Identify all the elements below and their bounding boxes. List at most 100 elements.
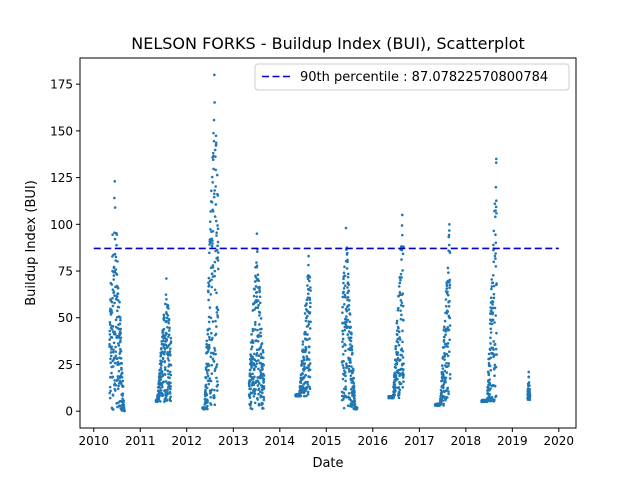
data-point (250, 357, 254, 361)
data-point (402, 362, 405, 365)
data-point (111, 393, 115, 397)
data-point (256, 339, 260, 343)
data-point (203, 407, 207, 411)
data-point (254, 365, 258, 368)
data-point (122, 403, 126, 407)
data-point (448, 373, 452, 376)
data-point (494, 265, 498, 268)
data-point (341, 345, 345, 348)
data-point (255, 232, 259, 235)
data-point (166, 314, 170, 317)
data-point (306, 284, 309, 287)
data-point (114, 268, 118, 271)
data-point (301, 385, 305, 389)
data-point (262, 385, 266, 388)
data-point (114, 255, 118, 259)
data-point (121, 392, 125, 395)
data-point (251, 329, 255, 333)
data-point (309, 301, 312, 305)
data-point (495, 353, 498, 356)
data-point (398, 374, 401, 378)
data-point (395, 333, 399, 337)
data-point (216, 383, 220, 387)
data-point (346, 318, 350, 322)
data-point (299, 394, 303, 398)
data-point (166, 345, 170, 348)
data-point (117, 401, 120, 404)
data-point (343, 302, 346, 306)
data-point (397, 294, 400, 298)
data-point (121, 379, 125, 383)
data-point (119, 347, 122, 351)
data-point (444, 376, 448, 380)
data-point (113, 231, 116, 234)
data-point (215, 173, 219, 177)
data-point (344, 296, 348, 299)
data-point (309, 320, 312, 324)
data-point (258, 289, 261, 292)
data-point (253, 323, 257, 326)
data-point (257, 303, 260, 307)
data-point (216, 194, 220, 197)
data-point (108, 396, 112, 400)
data-point (167, 319, 171, 322)
plot-frame (79, 57, 577, 429)
data-point (342, 359, 345, 363)
data-point (489, 327, 493, 331)
data-point (108, 385, 112, 389)
data-point (159, 353, 163, 357)
data-point (260, 342, 264, 345)
data-point (448, 251, 452, 254)
data-point (446, 266, 450, 270)
data-point (493, 306, 497, 310)
data-point (342, 391, 346, 395)
data-point (206, 404, 209, 408)
data-point (212, 131, 215, 135)
data-point (345, 309, 349, 313)
data-point (446, 354, 450, 358)
data-point (394, 347, 397, 351)
data-point (353, 390, 356, 394)
data-point (210, 244, 214, 248)
data-point (216, 224, 219, 227)
data-point (447, 390, 450, 393)
data-point (397, 326, 400, 330)
data-point (493, 374, 496, 377)
data-point (305, 314, 309, 318)
data-point (443, 319, 447, 323)
data-point (342, 287, 346, 290)
data-point (495, 282, 498, 285)
data-point (445, 396, 449, 399)
data-point (347, 364, 351, 368)
data-point (302, 356, 306, 360)
data-point (160, 364, 163, 367)
data-point (447, 362, 451, 365)
data-point (489, 342, 492, 345)
data-point (215, 389, 219, 392)
data-point (343, 284, 347, 287)
data-point (448, 299, 451, 303)
data-point (397, 285, 401, 288)
data-point (112, 278, 116, 281)
data-point (492, 243, 495, 247)
data-point (215, 311, 219, 314)
data-point (493, 254, 497, 258)
data-point (488, 348, 492, 352)
data-point (214, 219, 218, 223)
data-point (260, 365, 264, 369)
data-point (214, 168, 218, 172)
data-point (163, 368, 167, 371)
data-point (211, 264, 215, 267)
data-point (211, 336, 214, 340)
data-point (491, 311, 495, 314)
data-point (443, 355, 446, 358)
data-point (256, 328, 259, 332)
y-tick-label: 25 (58, 358, 73, 372)
data-point (447, 243, 451, 247)
data-point (395, 329, 399, 332)
data-point (114, 350, 117, 353)
data-point (252, 294, 256, 298)
data-point (494, 185, 498, 189)
data-point (115, 243, 118, 247)
